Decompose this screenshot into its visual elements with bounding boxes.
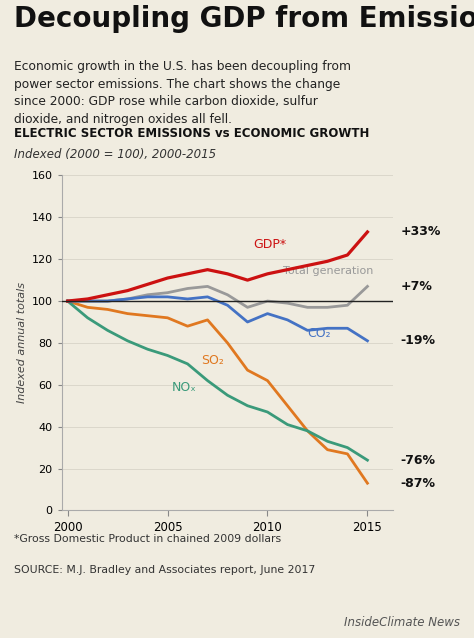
Text: SO₂: SO₂	[201, 354, 224, 367]
Text: NOₓ: NOₓ	[172, 381, 196, 394]
Text: Economic growth in the U.S. has been decoupling from
power sector emissions. The: Economic growth in the U.S. has been dec…	[14, 60, 351, 126]
Text: SOURCE: M.J. Bradley and Associates report, June 2017: SOURCE: M.J. Bradley and Associates repo…	[14, 565, 316, 575]
Text: CO₂: CO₂	[308, 327, 331, 339]
Text: -87%: -87%	[401, 477, 436, 490]
Text: +33%: +33%	[401, 225, 441, 239]
Text: ELECTRIC SECTOR EMISSIONS vs ECONOMIC GROWTH: ELECTRIC SECTOR EMISSIONS vs ECONOMIC GR…	[14, 127, 370, 140]
Y-axis label: Indexed annual totals: Indexed annual totals	[17, 283, 27, 403]
Text: Indexed (2000 = 100), 2000-2015: Indexed (2000 = 100), 2000-2015	[14, 148, 216, 161]
Text: Decoupling GDP from Emissions: Decoupling GDP from Emissions	[14, 5, 474, 33]
Text: *Gross Domestic Product in chained 2009 dollars: *Gross Domestic Product in chained 2009 …	[14, 534, 282, 544]
Text: -19%: -19%	[401, 334, 436, 347]
Text: -76%: -76%	[401, 454, 436, 466]
Text: +7%: +7%	[401, 280, 432, 293]
Text: GDP*: GDP*	[254, 238, 287, 251]
Text: InsideClimate News: InsideClimate News	[344, 616, 460, 628]
Text: Total generation: Total generation	[283, 266, 374, 276]
